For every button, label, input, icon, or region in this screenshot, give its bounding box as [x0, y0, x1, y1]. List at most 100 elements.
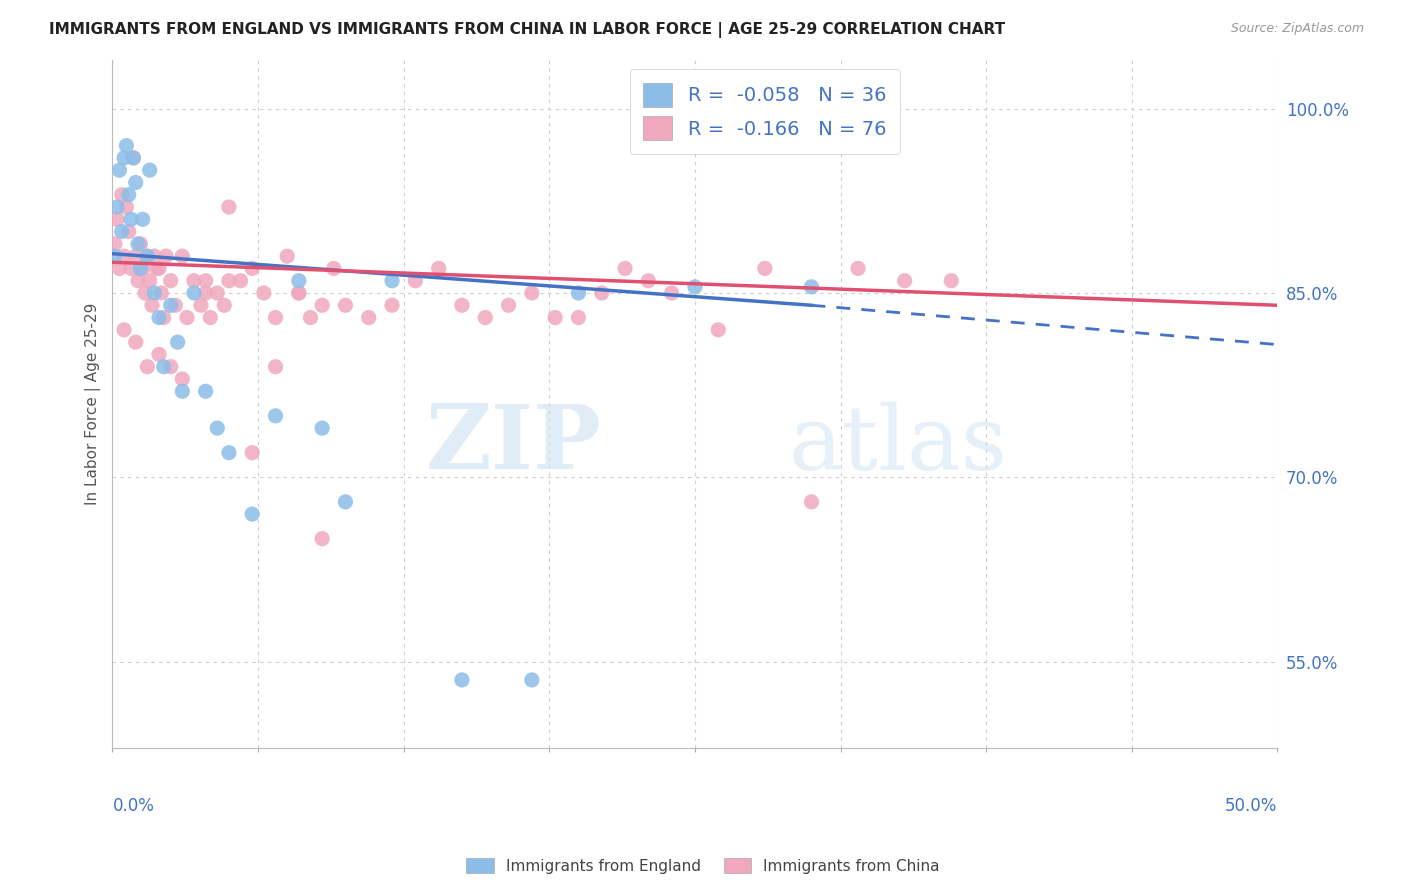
Legend: R =  -0.058   N = 36, R =  -0.166   N = 76: R = -0.058 N = 36, R = -0.166 N = 76 — [630, 70, 900, 153]
Point — [148, 347, 170, 361]
Point — [155, 249, 177, 263]
Point — [143, 285, 166, 300]
Text: IMMIGRANTS FROM ENGLAND VS IMMIGRANTS FROM CHINA IN LABOR FORCE | AGE 25-29 CORR: IMMIGRANTS FROM ENGLAND VS IMMIGRANTS FR… — [49, 22, 1005, 38]
Point — [240, 507, 263, 521]
Point — [190, 298, 212, 312]
Point — [125, 176, 148, 190]
Point — [800, 280, 823, 294]
Point — [288, 274, 311, 288]
Point — [148, 310, 170, 325]
Point — [104, 249, 127, 263]
Point — [138, 274, 160, 288]
Point — [544, 310, 567, 325]
Point — [707, 323, 730, 337]
Point — [111, 187, 134, 202]
Point — [264, 359, 287, 374]
Text: 0.0%: 0.0% — [112, 797, 155, 814]
Point — [108, 261, 131, 276]
Point — [322, 261, 344, 276]
Point — [122, 151, 145, 165]
Point — [118, 187, 141, 202]
Point — [427, 261, 450, 276]
Point — [166, 335, 188, 350]
Point — [131, 212, 153, 227]
Point — [105, 200, 128, 214]
Point — [143, 249, 166, 263]
Point — [172, 384, 194, 399]
Point — [498, 298, 520, 312]
Point — [311, 532, 333, 546]
Point — [567, 285, 589, 300]
Point — [159, 359, 181, 374]
Point — [754, 261, 776, 276]
Point — [159, 274, 181, 288]
Point — [141, 298, 163, 312]
Point — [276, 249, 298, 263]
Point — [145, 261, 167, 276]
Point — [253, 285, 276, 300]
Point — [288, 285, 311, 300]
Point — [152, 310, 174, 325]
Point — [240, 445, 263, 459]
Legend: Immigrants from England, Immigrants from China: Immigrants from England, Immigrants from… — [460, 852, 946, 880]
Point — [288, 285, 311, 300]
Point — [311, 298, 333, 312]
Point — [152, 359, 174, 374]
Point — [893, 274, 915, 288]
Point — [136, 249, 159, 263]
Point — [136, 359, 159, 374]
Point — [104, 236, 127, 251]
Text: 50.0%: 50.0% — [1225, 797, 1278, 814]
Point — [129, 261, 152, 276]
Point — [591, 285, 613, 300]
Point — [112, 323, 135, 337]
Point — [520, 285, 543, 300]
Point — [127, 236, 149, 251]
Point — [125, 249, 148, 263]
Point — [846, 261, 869, 276]
Point — [299, 310, 322, 325]
Point — [264, 409, 287, 423]
Point — [118, 225, 141, 239]
Point — [451, 673, 474, 687]
Y-axis label: In Labor Force | Age 25-29: In Labor Force | Age 25-29 — [86, 302, 101, 505]
Point — [381, 274, 404, 288]
Point — [404, 274, 426, 288]
Point — [357, 310, 380, 325]
Point — [335, 298, 357, 312]
Point — [474, 310, 496, 325]
Point — [218, 200, 240, 214]
Point — [194, 274, 217, 288]
Point — [381, 298, 404, 312]
Point — [165, 298, 187, 312]
Point — [637, 274, 659, 288]
Point — [120, 261, 142, 276]
Point — [229, 274, 252, 288]
Point — [451, 298, 474, 312]
Point — [131, 261, 153, 276]
Point — [129, 236, 152, 251]
Point — [115, 138, 138, 153]
Point — [207, 285, 229, 300]
Point — [207, 421, 229, 435]
Point — [194, 285, 217, 300]
Point — [122, 151, 145, 165]
Point — [335, 495, 357, 509]
Point — [112, 151, 135, 165]
Point — [264, 310, 287, 325]
Point — [614, 261, 637, 276]
Point — [159, 298, 181, 312]
Point — [111, 225, 134, 239]
Text: Source: ZipAtlas.com: Source: ZipAtlas.com — [1230, 22, 1364, 36]
Point — [661, 285, 683, 300]
Point — [172, 249, 194, 263]
Point — [105, 212, 128, 227]
Point — [115, 200, 138, 214]
Point — [138, 163, 160, 178]
Point — [683, 280, 706, 294]
Point — [941, 274, 963, 288]
Text: ZIP: ZIP — [426, 401, 602, 488]
Point — [800, 495, 823, 509]
Point — [520, 673, 543, 687]
Point — [183, 285, 205, 300]
